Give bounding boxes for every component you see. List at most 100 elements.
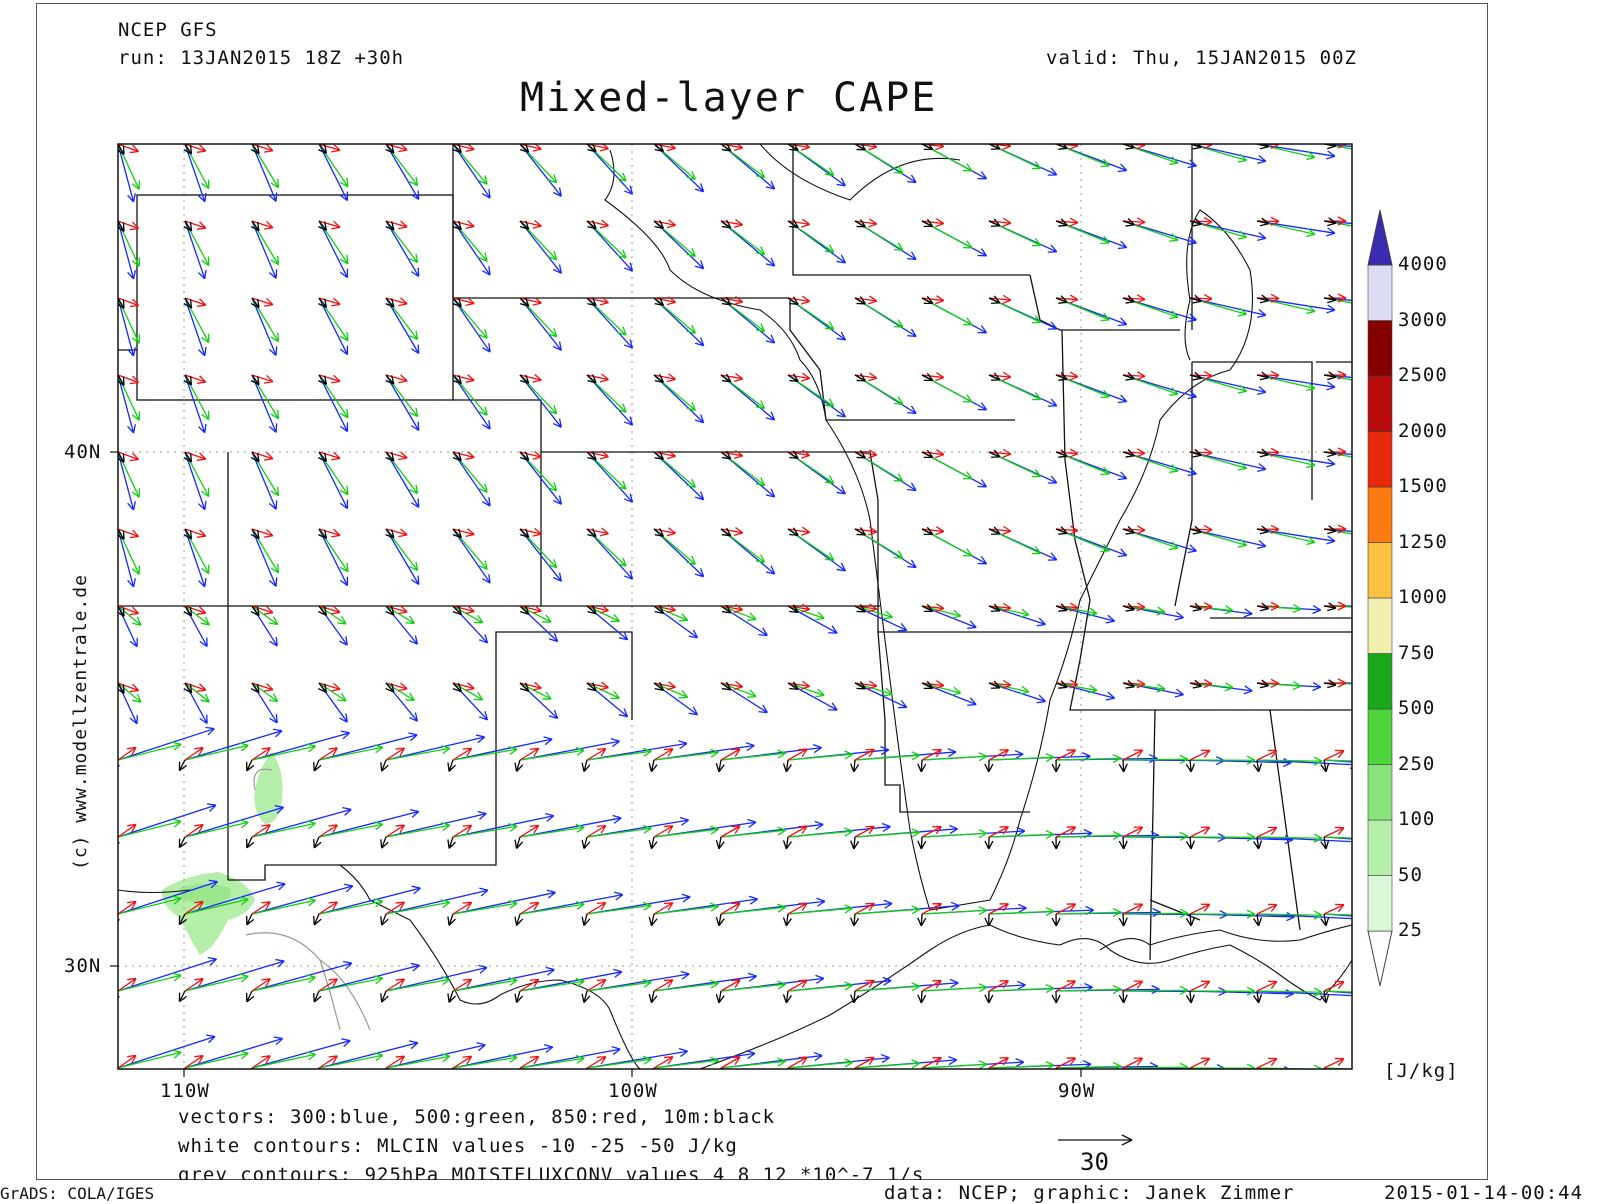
vector-300hpa [1323, 528, 1352, 533]
vector-850hpa [118, 900, 137, 915]
vector-850hpa [1256, 903, 1278, 915]
vector-500hpa [720, 980, 786, 992]
vector-850hpa [1189, 749, 1211, 761]
vector-850hpa [184, 977, 204, 992]
vector-850hpa [653, 219, 676, 229]
vector-10m [921, 295, 934, 305]
vector-850hpa [1122, 217, 1146, 227]
vector-500hpa [720, 749, 786, 761]
vector-300hpa [1323, 990, 1352, 994]
vector-850hpa [385, 220, 408, 230]
vector-10m [581, 913, 591, 927]
vector-850hpa [1323, 980, 1345, 992]
vector-10m [648, 759, 658, 773]
vector-300hpa [251, 451, 278, 510]
lon-label-100w: 100W [608, 1080, 658, 1102]
vector-850hpa [385, 747, 406, 761]
vector-10m [653, 605, 665, 614]
vector-300hpa [1256, 528, 1336, 545]
vector-10m [586, 297, 597, 307]
vector-10m [1320, 759, 1330, 773]
vector-850hpa [519, 604, 542, 614]
vector-850hpa [251, 220, 274, 230]
vector-500hpa [1256, 756, 1323, 766]
vector-10m [917, 990, 927, 1004]
vector-500hpa [1055, 907, 1122, 918]
vector-300hpa [118, 879, 219, 915]
vector-300hpa [1323, 220, 1352, 225]
vector-10m [385, 605, 395, 616]
vector-300hpa [653, 528, 705, 578]
vector-500hpa [118, 528, 141, 575]
vector-10m [178, 913, 188, 926]
vector-850hpa [586, 901, 607, 915]
vector-500hpa [251, 1051, 316, 1069]
note-white-contours: white contours: MLCIN values -10 -25 -50… [178, 1135, 738, 1157]
vector-300hpa [184, 451, 207, 511]
vector-10m [1189, 679, 1202, 689]
vector-300hpa [1323, 144, 1352, 148]
vector-850hpa [653, 527, 676, 537]
vector-850hpa [184, 605, 207, 615]
vector-500hpa [787, 750, 854, 761]
vector-850hpa [251, 605, 274, 615]
vector-850hpa [1055, 826, 1077, 838]
vector-850hpa [1189, 826, 1211, 838]
vector-850hpa [854, 295, 878, 305]
vector-300hpa [1256, 144, 1336, 160]
vector-500hpa [854, 982, 921, 992]
colorbar-segment [1367, 486, 1393, 543]
note-vectors: vectors: 300:blue, 500:green, 850:red, 1… [178, 1106, 776, 1128]
vector-850hpa [318, 374, 341, 384]
vector-10m [782, 759, 792, 773]
vector-850hpa [519, 219, 542, 229]
vector-850hpa [1189, 1057, 1211, 1069]
vector-300hpa [452, 374, 491, 430]
vector-300hpa [251, 1038, 351, 1069]
vector-850hpa [921, 1056, 942, 1069]
vector-10m [385, 374, 395, 385]
vector-850hpa [519, 450, 542, 460]
vector-10m [988, 680, 1001, 689]
vector-500hpa [921, 983, 988, 993]
colorbar-label: 50 [1398, 863, 1423, 886]
vector-500hpa [586, 747, 652, 761]
vector-300hpa [318, 1040, 419, 1069]
vector-10m [917, 759, 927, 773]
vector-850hpa [1189, 447, 1213, 458]
vector-850hpa [1055, 602, 1079, 612]
vector-500hpa [1189, 832, 1256, 842]
vector-10m [984, 759, 994, 773]
vector-10m [988, 603, 1001, 612]
vector-10m [1185, 913, 1195, 927]
cape-area-small [254, 752, 283, 825]
vector-850hpa [921, 680, 945, 690]
vector-10m [519, 605, 530, 615]
vector-850hpa [653, 296, 676, 306]
colorbar-segment [1367, 431, 1393, 488]
vector-10m [1122, 1067, 1124, 1069]
vector-300hpa [586, 451, 634, 503]
vector-10m [1253, 913, 1263, 927]
vector-850hpa [1122, 903, 1144, 915]
vector-500hpa [854, 1059, 921, 1069]
note-grey-contours: grey contours: 925hPa MOISTFLUXCONV valu… [178, 1164, 925, 1180]
vector-500hpa [1256, 987, 1323, 997]
vector-850hpa [118, 823, 137, 838]
vector-10m [380, 990, 389, 1003]
vector-500hpa [184, 374, 210, 421]
vector-850hpa [854, 603, 878, 613]
vector-300hpa [184, 220, 207, 280]
vector-10m [917, 836, 927, 850]
vector-500hpa [921, 1060, 988, 1069]
vector-850hpa [586, 450, 609, 460]
vector-300hpa [118, 144, 136, 203]
vector-850hpa [318, 978, 338, 992]
vector-10m [447, 836, 456, 849]
vector-850hpa [586, 747, 607, 761]
vector-500hpa [988, 983, 1055, 994]
vector-850hpa [1256, 216, 1280, 226]
vector-850hpa [452, 978, 473, 992]
vector-500hpa [988, 906, 1055, 917]
vector-10m [1051, 990, 1061, 1004]
